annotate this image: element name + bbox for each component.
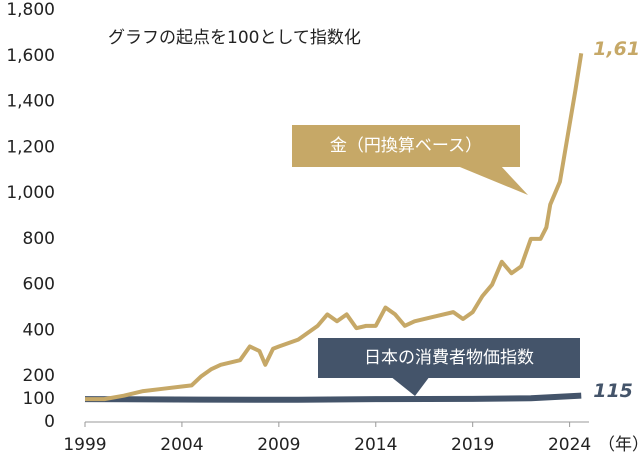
callout-box bbox=[292, 125, 520, 167]
annotation: グラフの起点を100として指数化 bbox=[108, 28, 361, 48]
y-tick-label: 100 bbox=[23, 389, 55, 409]
series-label: 日本の消費者物価指数 bbox=[364, 348, 534, 368]
value-label: 1,611 bbox=[593, 38, 640, 60]
y-tick-label: 1,200 bbox=[6, 137, 55, 157]
y-tick-label: 400 bbox=[23, 320, 55, 340]
y-tick-label: 600 bbox=[23, 275, 55, 295]
series-line bbox=[84, 392, 582, 403]
y-tick-label: 1,600 bbox=[6, 46, 55, 66]
value-label: 115 bbox=[593, 380, 633, 402]
x-tick-label: 2024 bbox=[548, 435, 591, 455]
x-tick-label: 2019 bbox=[451, 435, 494, 455]
series-line bbox=[85, 52, 584, 402]
series-label: 金（円換算ベース） bbox=[330, 136, 482, 156]
x-tick-label: 2009 bbox=[257, 435, 300, 455]
y-tick-label: 1,800 bbox=[6, 0, 55, 20]
x-tick-label: 1999 bbox=[63, 435, 106, 455]
x-tick-label: 2014 bbox=[354, 435, 397, 455]
y-tick-label: 1,400 bbox=[6, 92, 55, 112]
x-axis-label: （年） bbox=[598, 435, 640, 455]
callout-box bbox=[318, 338, 580, 378]
callout-pointer bbox=[390, 376, 430, 396]
y-tick-label: 200 bbox=[23, 366, 55, 386]
x-tick-label: 2004 bbox=[160, 435, 203, 455]
callout-pointer bbox=[455, 165, 528, 195]
y-tick-label: 1,000 bbox=[6, 183, 55, 203]
y-tick-label: 0 bbox=[44, 412, 55, 432]
y-tick-label: 800 bbox=[23, 229, 55, 249]
